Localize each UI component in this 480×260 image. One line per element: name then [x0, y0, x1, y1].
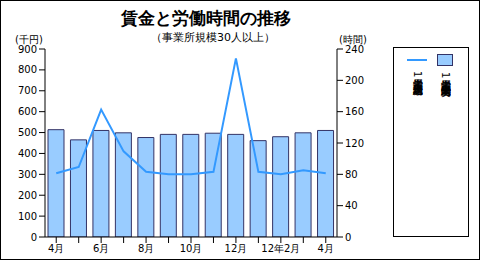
html-text:(時間): (時間) [339, 34, 367, 45]
svg-text:12年2月: 12年2月 [261, 243, 300, 254]
svg-text:10月: 10月 [180, 243, 203, 254]
svg-text:12月: 12月 [225, 243, 248, 254]
svg-text:500: 500 [18, 127, 37, 138]
svg-text:900: 900 [18, 44, 37, 55]
svg-text:80: 80 [345, 169, 358, 180]
svg-text:800: 800 [18, 64, 37, 75]
svg-text:400: 400 [18, 148, 37, 159]
html-text:賃金と労働時間の推移: 賃金と労働時間の推移 [121, 8, 291, 28]
svg-text:200: 200 [18, 190, 37, 201]
svg-text:40: 40 [345, 200, 358, 211]
svg-text:0: 0 [345, 232, 351, 243]
svg-text:8月: 8月 [138, 243, 154, 254]
svg-text:0: 0 [31, 232, 37, 243]
svg-text:4月: 4月 [48, 243, 64, 254]
svg-text:600: 600 [18, 106, 37, 117]
svg-text:100: 100 [18, 211, 37, 222]
svg-text:200: 200 [345, 75, 364, 86]
svg-text:700: 700 [18, 85, 37, 96]
svg-text:300: 300 [18, 169, 37, 180]
svg-text:160: 160 [345, 106, 364, 117]
html-text:常用労働者1人平均現金給与総額: 常用労働者1人平均現金給与総額 [412, 71, 423, 78]
svg-text:4月: 4月 [318, 243, 334, 254]
svg-text:240: 240 [345, 44, 364, 55]
html-text:（事業所規模30人以上）: （事業所規模30人以上） [151, 31, 275, 44]
html-text:(千円): (千円) [15, 34, 43, 45]
html-text:常用労働者1人平均総実労働時間: 常用労働者1人平均総実労働時間 [440, 72, 451, 79]
svg-text:120: 120 [345, 138, 364, 149]
svg-text:6月: 6月 [93, 243, 109, 254]
